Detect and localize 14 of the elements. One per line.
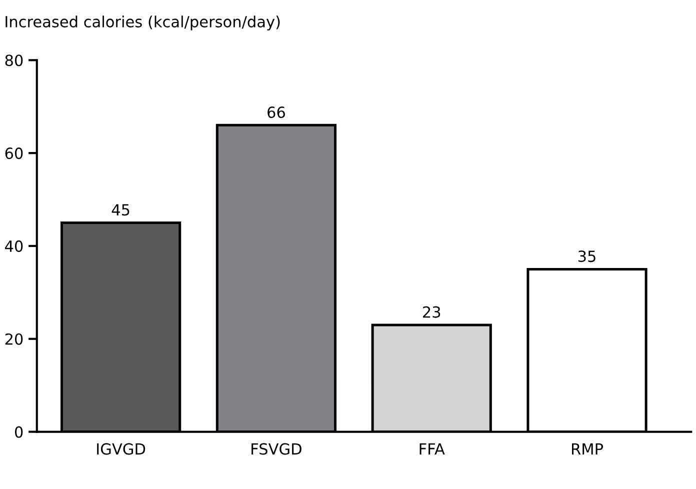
data-label: 35 (578, 250, 596, 262)
data-label: 45 (112, 204, 130, 216)
x-tick-label: FSVGD (252, 443, 302, 455)
data-label: 66 (268, 106, 285, 118)
y-tick-label: 80 (5, 54, 23, 66)
y-tick-label: 60 (5, 148, 23, 160)
y-tick-label: 20 (5, 333, 23, 345)
x-tick-label: FFA (420, 443, 445, 455)
x-tick-label: IGVGD (97, 443, 146, 455)
y-axis-title: Increased calories (kcal/person/day) (6, 16, 280, 30)
data-label: 23 (423, 306, 440, 318)
y-tick-label: 40 (5, 240, 23, 252)
x-tick-label: RMP (572, 443, 603, 455)
y-tick-label: 0 (14, 426, 23, 438)
